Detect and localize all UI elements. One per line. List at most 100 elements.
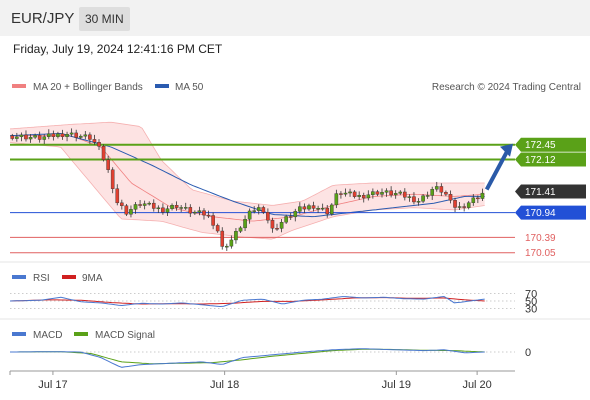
candle-body <box>329 204 334 215</box>
candle-body <box>183 207 188 209</box>
candle-body <box>83 134 88 137</box>
candle-body <box>129 209 133 215</box>
candle-body <box>174 205 179 208</box>
candle-body <box>448 194 453 201</box>
candle-body <box>19 134 24 137</box>
level-tag-170-39: 170.39 <box>525 233 556 244</box>
candle-body <box>138 204 142 206</box>
candle-body <box>421 195 425 202</box>
candle-body <box>393 193 398 196</box>
candle-body <box>165 208 170 213</box>
candle-body <box>110 169 115 189</box>
rsi-ma-line <box>9 297 485 305</box>
candle-body <box>298 206 302 212</box>
candle-body <box>444 192 448 195</box>
candle-body <box>288 216 293 218</box>
candle-body <box>225 245 229 248</box>
level-tag-box <box>515 152 586 167</box>
candle-body <box>151 202 156 209</box>
rsi-legend-label: RSI <box>33 273 50 284</box>
candle-body <box>380 192 384 195</box>
candle-body <box>366 194 371 199</box>
macd-signal-legend-label: MACD Signal <box>95 330 155 341</box>
candle-body <box>220 230 225 247</box>
candle-body <box>403 191 407 198</box>
candle-body <box>412 196 416 203</box>
level-tag-label: 172.12 <box>525 155 556 166</box>
level-tag-170-94: 170.94 <box>515 205 586 220</box>
x-axis: Jul 17 Jul 18 Jul 19 Jul 20 <box>9 370 515 391</box>
candle-body <box>42 136 47 140</box>
candle-body <box>197 210 202 213</box>
candle-body <box>348 191 352 194</box>
candle-body <box>78 135 83 138</box>
candle-body <box>307 205 311 210</box>
macd-line <box>10 348 485 368</box>
candle-body <box>215 225 220 232</box>
candle-body <box>211 215 215 226</box>
candle-body <box>238 227 243 232</box>
candle-body <box>293 211 298 218</box>
level-tags: 172.45 172.12 171.41 170.94 170.39 170.05 <box>515 137 586 259</box>
candle-body <box>389 190 393 196</box>
level-tag-170-05: 170.05 <box>525 248 556 259</box>
candle-body <box>133 204 138 210</box>
rsi-level-label: 70 <box>525 288 537 300</box>
candle-body <box>120 202 124 206</box>
candle-body <box>51 133 56 137</box>
candle-body <box>256 207 261 211</box>
bollinger-upper-line <box>9 121 485 206</box>
candle-body <box>46 133 51 137</box>
candle-body <box>361 195 366 199</box>
candle-body <box>33 135 37 138</box>
candle-body <box>193 211 197 214</box>
macd-legend-label: MACD <box>33 330 62 341</box>
candle-body <box>156 207 161 210</box>
candle-body <box>439 186 444 193</box>
level-tag-box <box>515 137 586 152</box>
x-tick-label: Jul 20 <box>462 379 491 391</box>
macd-zero-label: 0 <box>525 347 531 359</box>
main-legend: MA 20 + Bollinger Bands MA 50 Research ©… <box>12 82 581 93</box>
candle-body <box>425 195 430 197</box>
candle-body <box>471 197 476 203</box>
candle-body <box>384 190 389 193</box>
candle-body <box>320 207 325 210</box>
level-tag-label: 171.41 <box>525 187 556 198</box>
candle-body <box>334 193 339 206</box>
candle-body <box>234 231 238 241</box>
candle-body <box>101 146 106 160</box>
candle-body <box>430 189 435 196</box>
candle-body <box>371 191 375 195</box>
candle-body <box>243 219 247 229</box>
rsi-legend: RSI 9MA <box>12 273 103 284</box>
ma50-legend-label: MA 50 <box>175 82 204 93</box>
candle-body <box>97 142 101 147</box>
candle-body <box>407 196 412 198</box>
candle-body <box>188 207 193 214</box>
macd-plot: 0 <box>10 347 531 368</box>
candle-body <box>284 216 288 223</box>
candle-body <box>398 191 403 194</box>
candle-body <box>106 159 110 170</box>
forecast-arrow-shaft <box>484 148 510 191</box>
rsi-level-label: 30 <box>525 304 537 316</box>
candle-body <box>325 207 330 215</box>
level-tag-171-41: 171.41 <box>515 184 586 199</box>
candle-body <box>37 135 42 140</box>
level-tag-label: 170.39 <box>525 233 556 244</box>
header-bar: EUR/JPY 30 MIN <box>0 0 590 36</box>
forecast-arrow-head <box>500 143 513 157</box>
candle-body <box>480 192 485 199</box>
candle-body <box>252 210 256 212</box>
candle-body <box>65 134 69 137</box>
candle-body <box>266 212 270 221</box>
candle-body <box>15 136 19 139</box>
rsi-line <box>9 295 485 308</box>
candle-body <box>453 200 457 208</box>
candle-body <box>279 221 284 229</box>
macd-signal-line <box>10 348 485 365</box>
level-tag-box <box>515 205 586 220</box>
interval-badge[interactable]: 30 MIN <box>79 7 130 31</box>
